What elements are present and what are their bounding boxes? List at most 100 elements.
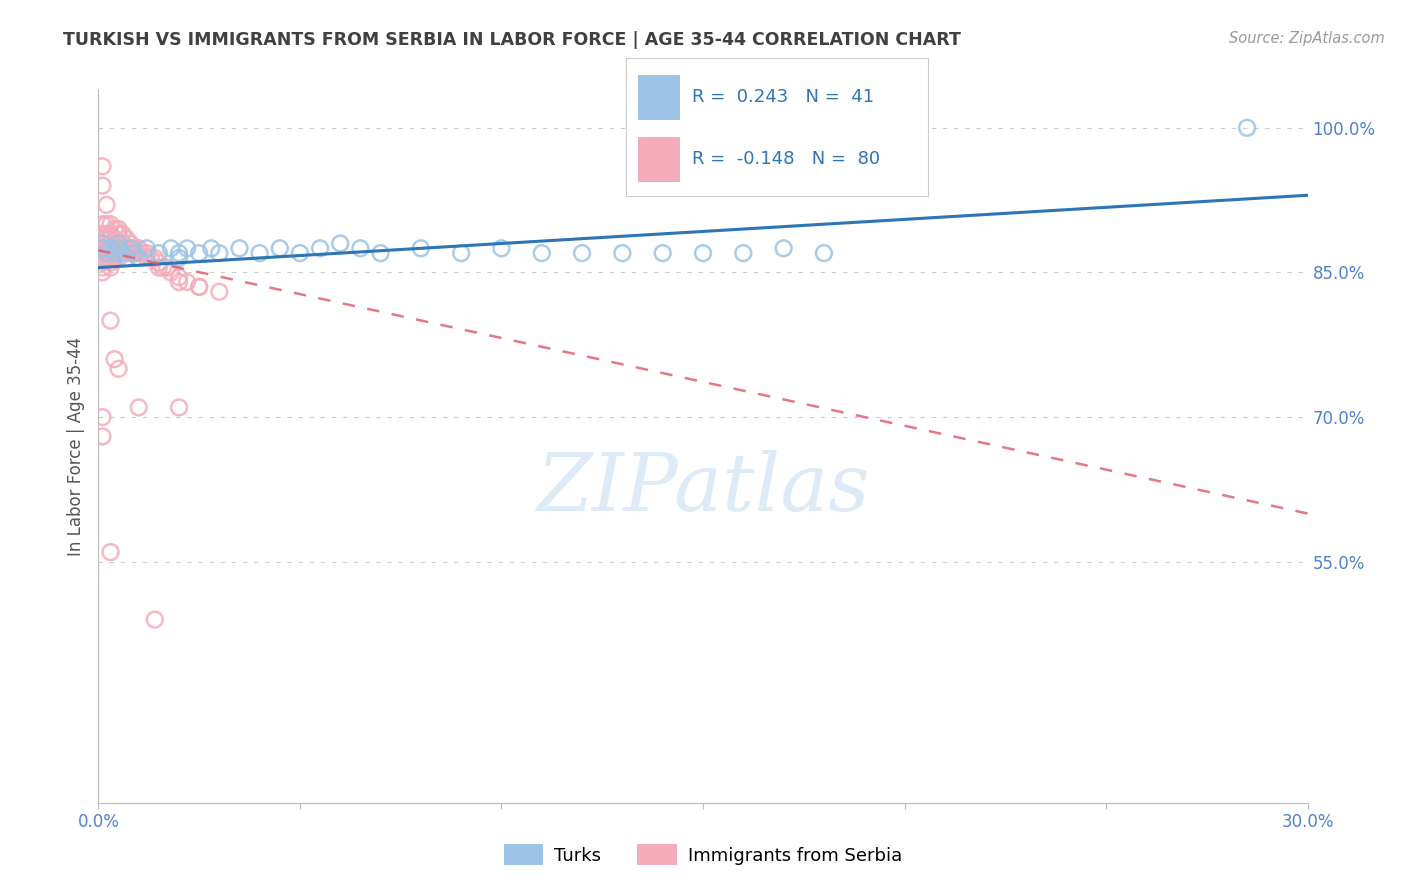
Point [103,232,125,246]
Point [96,246,118,260]
Point [115,251,138,265]
Point [91,429,114,443]
Point [228,241,250,255]
Point [96,246,118,260]
Point [349,241,371,255]
Point [115,246,138,260]
Point [135,241,157,255]
Point [103,246,125,260]
Point [91,246,114,260]
Point [100,251,122,265]
Point [91,178,114,193]
Point [111,236,134,251]
Point [167,246,190,260]
Point [100,236,122,251]
Point [103,236,125,251]
Point [100,217,122,231]
Point [100,241,122,255]
Point [148,246,170,260]
Point [100,545,122,559]
Point [571,246,593,260]
Point [111,246,134,260]
Point [269,241,291,255]
Point [135,251,157,265]
Point [156,260,179,275]
Point [143,251,166,265]
Point [188,280,211,294]
Bar [638,136,681,183]
Point [128,246,150,260]
Point [103,251,125,265]
Point [96,251,118,265]
Point [100,227,122,241]
Point [772,241,794,255]
Point [107,222,129,236]
Text: R =  -0.148   N =  80: R = -0.148 N = 80 [692,150,880,168]
Point [96,198,118,212]
Point [91,236,114,251]
Point [160,265,183,279]
Point [132,246,155,260]
Point [167,401,190,415]
Point [188,280,211,294]
Point [103,246,125,260]
Point [107,236,129,251]
Point [91,265,114,279]
Point [167,270,190,285]
Point [329,236,352,251]
Point [91,256,114,270]
Point [111,241,134,255]
Point [103,222,125,236]
Point [107,251,129,265]
Point [91,232,114,246]
Legend: Turks, Immigrants from Serbia: Turks, Immigrants from Serbia [496,837,910,872]
Point [148,260,170,275]
Point [651,246,673,260]
Point [115,232,138,246]
Point [100,313,122,327]
Bar [638,75,681,120]
Point [120,236,142,251]
Point [409,241,432,255]
Point [148,256,170,270]
Point [100,260,122,275]
Point [813,246,835,260]
Point [111,227,134,241]
Point [450,246,472,260]
Point [91,260,114,275]
Point [167,251,190,265]
Point [288,246,311,260]
Point [208,285,231,299]
Point [128,251,150,265]
Point [128,251,150,265]
Point [120,241,142,255]
Text: ZIPatlas: ZIPatlas [536,450,870,527]
Point [176,241,198,255]
Point [91,159,114,173]
Point [160,241,183,255]
Point [96,217,118,231]
Point [124,246,146,260]
Point [152,260,174,275]
Y-axis label: In Labor Force | Age 35-44: In Labor Force | Age 35-44 [66,336,84,556]
Text: R =  0.243   N =  41: R = 0.243 N = 41 [692,87,875,105]
Point [115,241,138,255]
Point [103,352,125,367]
Point [124,246,146,260]
Point [143,613,166,627]
Point [103,241,125,255]
Point [100,246,122,260]
Point [100,256,122,270]
Point [91,217,114,231]
Point [107,241,129,255]
Point [208,246,231,260]
Point [128,241,150,255]
Point [309,241,332,255]
Point [135,246,157,260]
Point [167,275,190,289]
Text: TURKISH VS IMMIGRANTS FROM SERBIA IN LABOR FORCE | AGE 35-44 CORRELATION CHART: TURKISH VS IMMIGRANTS FROM SERBIA IN LAB… [63,31,962,49]
Point [91,236,114,251]
Point [733,246,755,260]
Point [1236,120,1258,135]
Point [107,236,129,251]
